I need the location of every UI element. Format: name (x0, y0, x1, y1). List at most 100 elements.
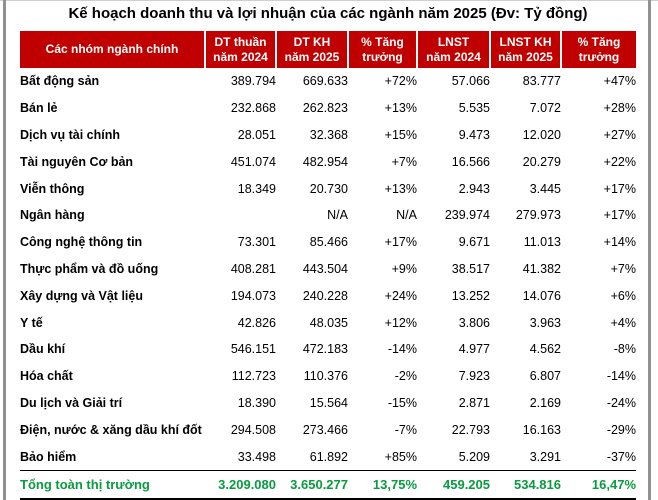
table-row: Bán lẻ 232.868 262.823 +13% 5.535 7.072 +28% (20, 95, 636, 122)
cell-value: +13% (384, 181, 417, 196)
cell-value: +13% (384, 101, 417, 116)
cell-value: 408.281 (230, 261, 276, 276)
cell-value: 13,75% (348, 470, 417, 500)
cell-value: +9% (391, 261, 417, 276)
table-row: Bảo hiểm 33.498 61.892 +85% 5.209 3.291 -37% (20, 443, 636, 471)
cell-value: 110.376 (303, 369, 348, 384)
cell-value: 38.517 (451, 261, 490, 276)
cell-value: +15% (384, 127, 417, 142)
row-label: Thực phẩm và đồ uống (20, 261, 159, 276)
cell-value: -15% (387, 395, 417, 410)
cell-value: 294.508 (230, 422, 276, 437)
cell-value: -37% (561, 443, 636, 471)
row-label: Dịch vụ tài chính (20, 127, 121, 142)
left-frame-line (3, 0, 6, 500)
right-frame-line (648, 0, 651, 500)
cell-value: 240.228 (302, 288, 348, 303)
cell-value: -29% (606, 422, 636, 437)
cell-value: 534.816 (490, 470, 561, 500)
cell-value: 194.073 (230, 288, 276, 303)
table-row: Ngân hàng N/A N/A 239.974 279.973 +17% (20, 202, 636, 229)
cell-value: 9.671 (458, 235, 490, 250)
table-row: Du lịch và Giải trí 18.390 15.564 -15% 2.871… (20, 390, 636, 417)
cell-value: 232.868 (230, 101, 276, 116)
cell-value: 16.163 (522, 422, 561, 437)
cell-value: +6% (610, 288, 636, 303)
cell-value: 20.730 (309, 181, 348, 196)
table-row: Hóa chất 112.723 110.376 -2% 7.923 6.807 -14% (20, 363, 636, 390)
row-label: Bán lẻ (20, 101, 58, 116)
col-header-revenue-growth: % Tăng trưởng (348, 31, 418, 68)
cell-value: -24% (606, 395, 636, 410)
cell-value: +17% (603, 181, 636, 196)
cell-value: +14% (603, 235, 636, 250)
cell-value: 18.390 (237, 395, 276, 410)
cell-value: +72% (384, 74, 417, 89)
cell-value: 669.633 (302, 74, 348, 89)
cell-value: 2.943 (458, 181, 490, 196)
cell-value: 14.076 (522, 288, 561, 303)
cell-value: -14% (387, 342, 417, 357)
cell-value: 28.051 (237, 127, 276, 142)
cell-value: +4% (610, 315, 636, 330)
cell-value: +17% (384, 235, 417, 250)
row-label: Bất động sản (20, 74, 100, 89)
cell-value: 4.562 (529, 342, 561, 357)
table-row: Bất động sản 389.794 669.633 +72% 57.066 83.7… (20, 68, 636, 95)
table-row: Xây dựng và Vật liệu 194.073 240.228 +24% 13… (20, 282, 636, 309)
table-row: Viễn thông 18.349 20.730 +13% 2.943 3.445 +17% (20, 175, 636, 202)
cell-value: 73.301 (237, 235, 276, 250)
cell-value: 443.504 (302, 261, 348, 276)
cell-value: 12.020 (522, 127, 561, 142)
cell-value: -14% (606, 369, 636, 384)
col-header-profit-growth: % Tăng trưởng (561, 31, 636, 68)
cell-value: 7.072 (529, 101, 561, 116)
cell-value: 4.977 (458, 342, 490, 357)
cell-value: +7% (391, 154, 417, 169)
row-label: Viễn thông (20, 181, 85, 196)
cell-value: 3.291 (490, 443, 561, 471)
col-header-net-revenue-2024: DT thuần năm 2024 (205, 31, 277, 68)
table-row: Y tế 42.826 48.035 +12% 3.806 3.963 +4% (20, 309, 636, 336)
row-label: Hóa chất (20, 369, 73, 384)
cell-value: 472.183 (302, 342, 348, 357)
col-header-revenue-plan-2025: DT KH năm 2025 (276, 31, 349, 68)
cell-value: 9.473 (458, 127, 490, 142)
cell-value: +24% (384, 288, 417, 303)
cell-value: 15.564 (309, 395, 348, 410)
cell-value: 32.368 (309, 127, 348, 142)
cell-value: 57.066 (451, 74, 490, 89)
row-label: Tổng toàn thị trường (20, 470, 205, 500)
cell-value: 18.349 (237, 181, 276, 196)
cell-value: 546.151 (230, 342, 276, 357)
cell-value: +28% (603, 101, 636, 116)
table-body: Bất động sản 389.794 669.633 +72% 57.066 83.7… (20, 68, 636, 500)
cell-value: +17% (603, 208, 636, 223)
industry-plan-table: Các nhóm ngành chính DT thuần năm 2024 D… (20, 31, 636, 500)
col-header-profit-2024: LNST năm 2024 (417, 31, 491, 68)
row-label: Bảo hiểm (20, 443, 205, 471)
cell-value: 3.209.080 (205, 470, 276, 500)
cell-value: 262.823 (302, 101, 348, 116)
cell-value: 61.892 (276, 443, 348, 471)
cell-value: 3.445 (529, 181, 561, 196)
cell-value: -8% (613, 342, 636, 357)
cell-value: 2.169 (529, 395, 561, 410)
row-label: Điện, nước & xăng dầu khí đốt (20, 422, 202, 437)
cell-value: 2.871 (458, 395, 490, 410)
row-label: Dầu khí (20, 342, 66, 357)
cell-value: +85% (348, 443, 417, 471)
row-label: Xây dựng và Vật liệu (20, 288, 143, 303)
cell-value: 389.794 (230, 74, 276, 89)
col-header-industry-group: Các nhóm ngành chính (20, 31, 206, 68)
cell-value: 85.466 (309, 235, 348, 250)
table-row: Công nghệ thông tin 73.301 85.466 +17% 9.671… (20, 229, 636, 256)
cell-value (205, 202, 276, 229)
total-row: Tổng toàn thị trường 3.209.080 3.650.277 13… (20, 470, 636, 500)
cell-value: 11.013 (523, 235, 561, 250)
cell-value: 239.974 (444, 208, 490, 223)
cell-value: 7.923 (458, 369, 490, 384)
table-title: Kế hoạch doanh thu và lợi nhuận của các … (68, 5, 588, 22)
cell-value: +22% (603, 154, 636, 169)
